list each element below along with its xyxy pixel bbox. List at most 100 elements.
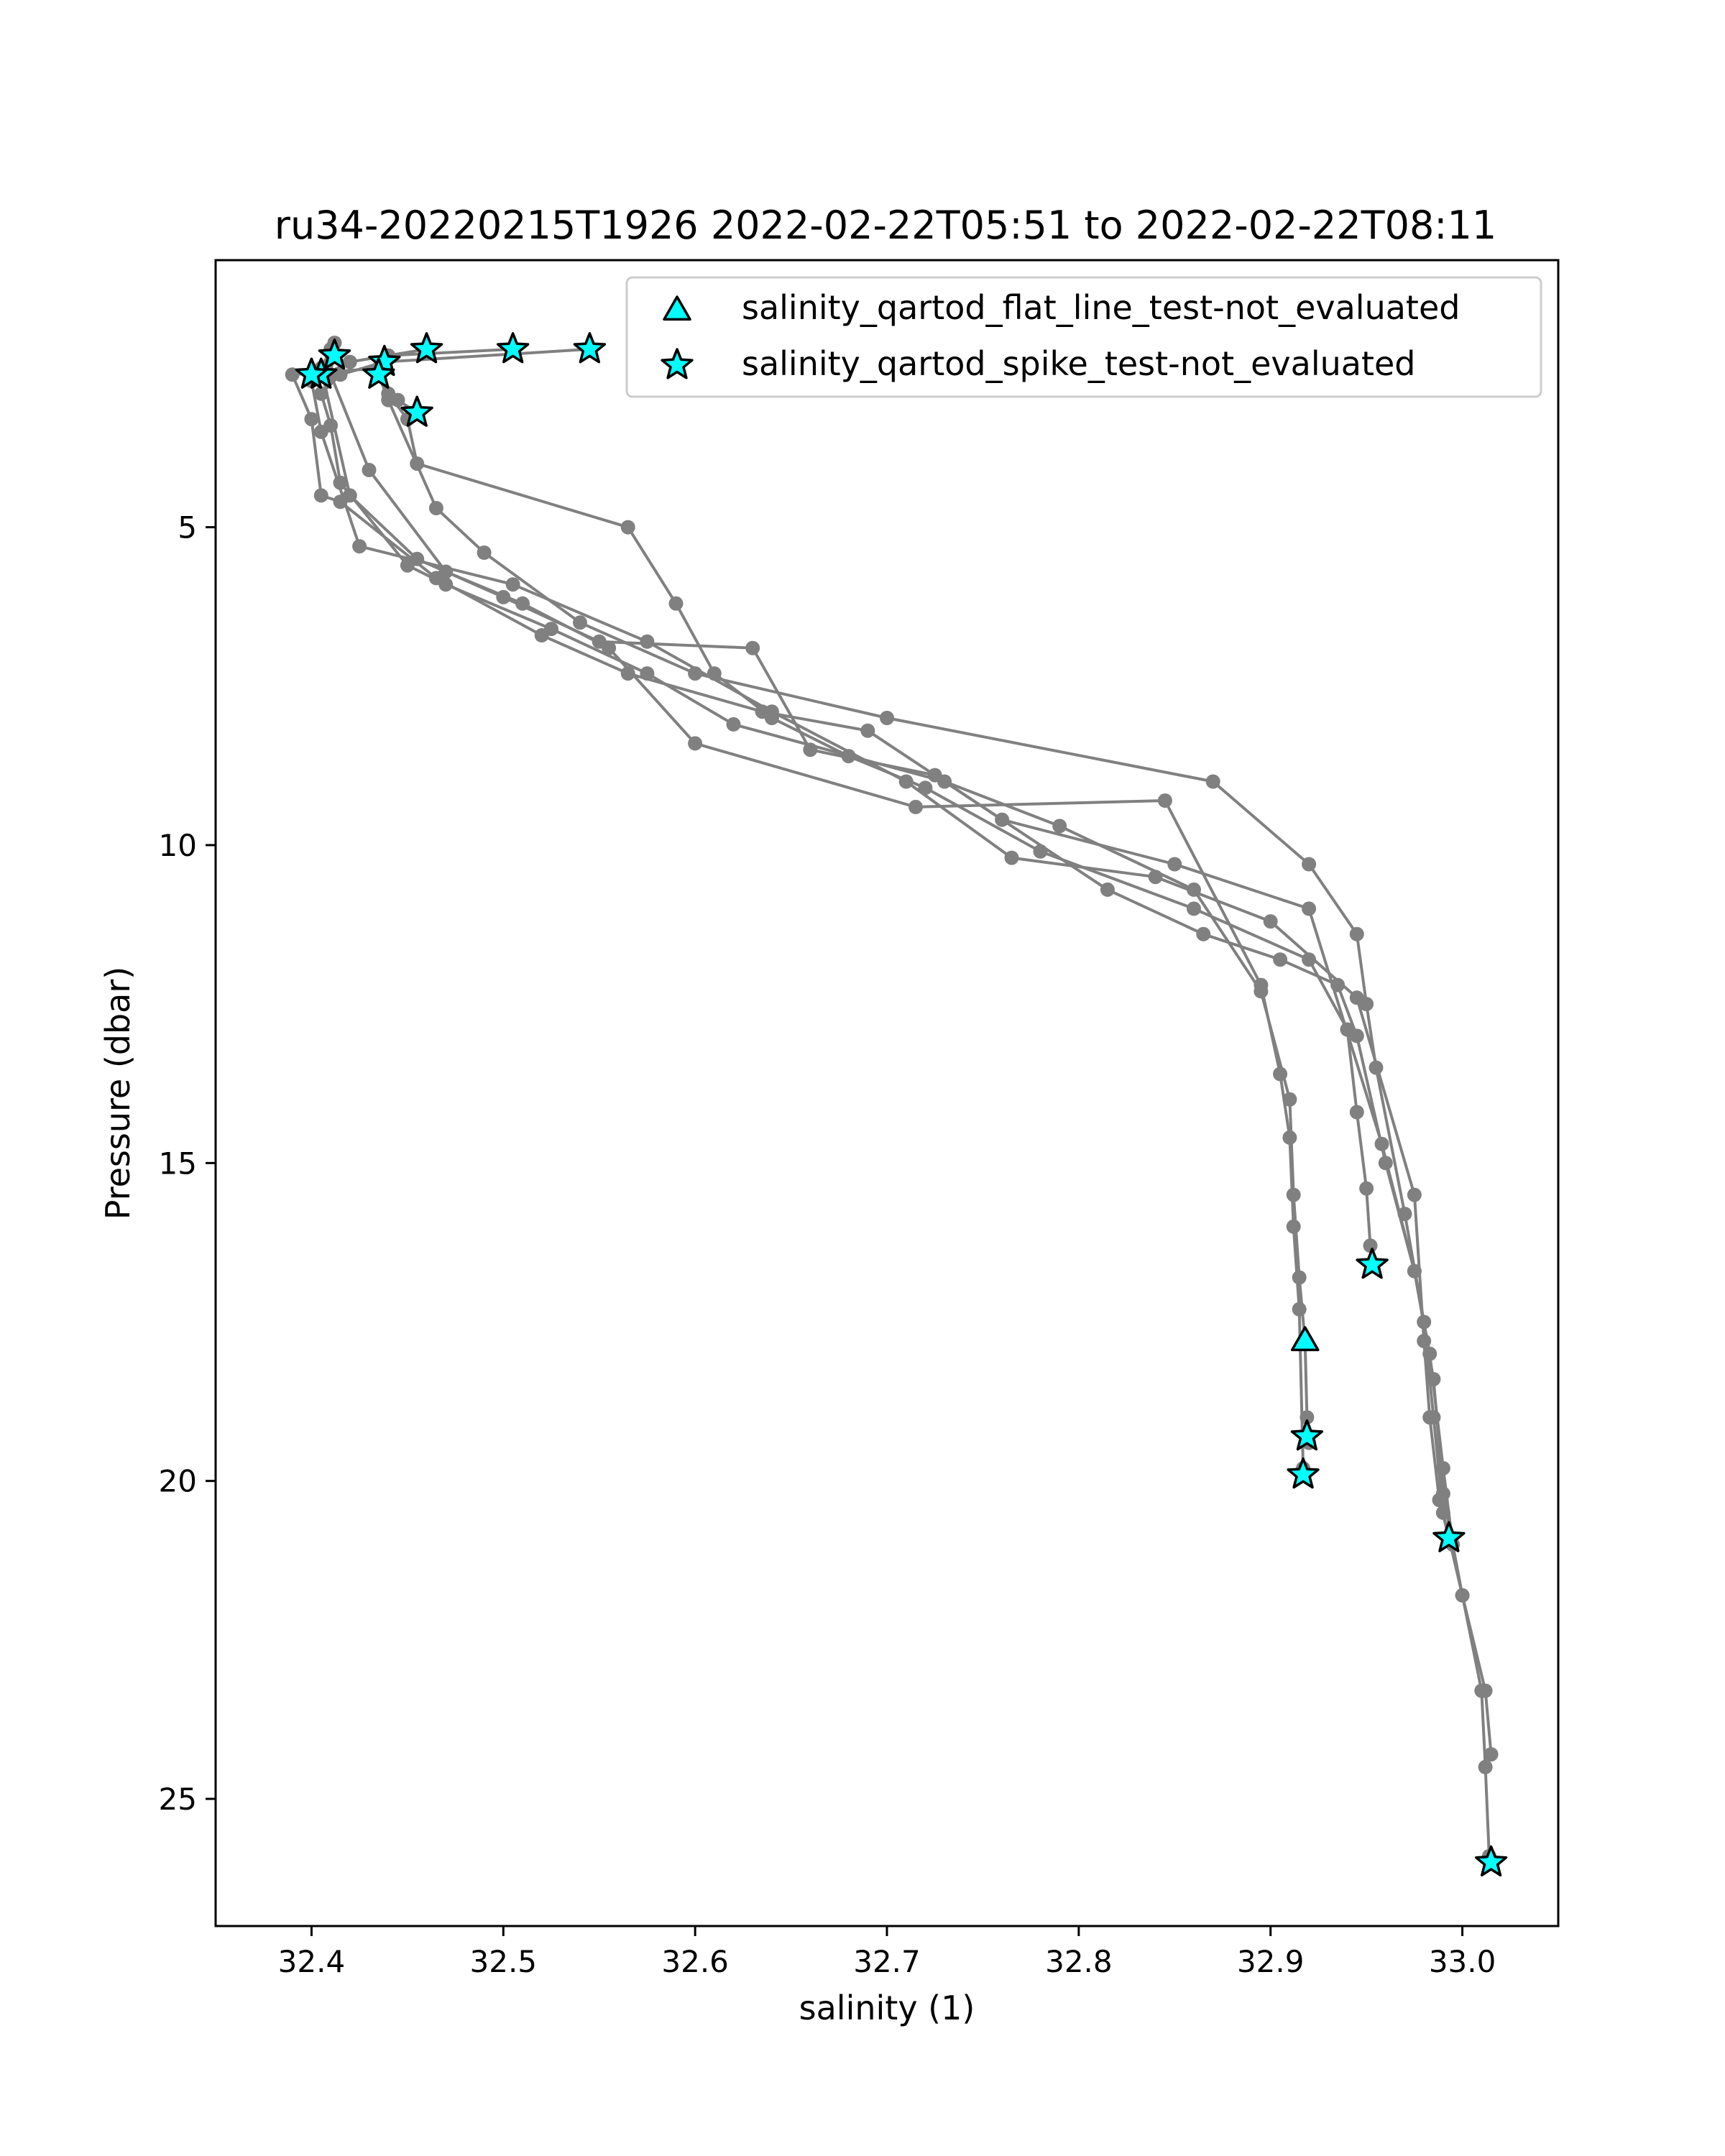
profile-point bbox=[1378, 1156, 1393, 1171]
profile-point bbox=[1273, 1067, 1288, 1082]
profile-point bbox=[438, 564, 454, 579]
x-axis-ticks: 32.4 32.5 32.6 32.7 32.8 32.9 33.0 bbox=[278, 1926, 1496, 1979]
profile-point bbox=[1455, 1588, 1470, 1603]
profile-point bbox=[1263, 914, 1278, 929]
profile-point bbox=[1407, 1187, 1422, 1202]
legend: salinity_qartod_flat_line_test-not_evalu… bbox=[625, 276, 1542, 398]
profile-point bbox=[908, 799, 923, 814]
y-tick-label: 5 bbox=[178, 510, 197, 545]
spike-test-marker bbox=[1474, 1845, 1508, 1877]
profile-point bbox=[640, 634, 655, 649]
profile-point bbox=[668, 596, 684, 611]
profile-point bbox=[304, 412, 319, 427]
y-axis-ticks: 5 10 15 20 25 bbox=[159, 510, 216, 1817]
profile-point bbox=[1004, 850, 1019, 865]
y-tick-label: 10 bbox=[159, 828, 197, 863]
profile-point bbox=[1359, 997, 1374, 1012]
flag-markers-layer bbox=[295, 332, 1508, 1877]
profile-point bbox=[1148, 870, 1163, 885]
profile-point bbox=[477, 545, 492, 560]
legend-entry-label: salinity_qartod_spike_test-not_evaluated bbox=[742, 344, 1415, 383]
profile-point bbox=[1292, 1270, 1307, 1285]
profile-point bbox=[1363, 1238, 1378, 1253]
x-axis-label: salinity (1) bbox=[799, 1989, 975, 2027]
profile-point bbox=[745, 640, 760, 655]
profile-point bbox=[342, 354, 357, 369]
profile-point bbox=[1368, 1060, 1384, 1075]
spike-test-marker bbox=[1432, 1521, 1466, 1552]
profile-point bbox=[1282, 1130, 1297, 1145]
legend-entry-label: salinity_qartod_flat_line_test-not_evalu… bbox=[742, 288, 1460, 327]
profile-point bbox=[880, 711, 894, 725]
y-tick-label: 20 bbox=[159, 1464, 197, 1499]
profile-point bbox=[313, 424, 328, 439]
profile-point bbox=[1100, 882, 1115, 897]
x-tick-label: 32.7 bbox=[853, 1944, 921, 1979]
profile-point bbox=[1349, 1028, 1364, 1044]
profile-point bbox=[860, 723, 875, 738]
x-tick-label: 32.6 bbox=[661, 1944, 729, 1979]
profile-point bbox=[1330, 977, 1346, 992]
x-tick-label: 32.5 bbox=[470, 1944, 538, 1979]
profile-point bbox=[803, 742, 818, 757]
profile-point bbox=[1435, 1461, 1450, 1475]
profile-point bbox=[1205, 774, 1220, 789]
spike-test-marker bbox=[295, 357, 328, 389]
profile-point bbox=[1196, 926, 1211, 941]
profile-point bbox=[1302, 857, 1317, 872]
profile-point bbox=[1273, 952, 1288, 967]
spike-test-marker bbox=[318, 338, 351, 370]
profile-point bbox=[1302, 901, 1317, 916]
profile-point bbox=[1484, 1747, 1499, 1762]
profile-point bbox=[1422, 1346, 1438, 1361]
profile-point bbox=[1359, 1181, 1374, 1196]
profile-point bbox=[602, 640, 617, 655]
profile-point bbox=[1407, 1263, 1422, 1279]
spike-test-marker bbox=[573, 332, 607, 364]
profile-point bbox=[534, 628, 549, 642]
spike-test-marker bbox=[410, 332, 443, 364]
spike-test-marker bbox=[1287, 1457, 1320, 1489]
profile-point bbox=[313, 488, 328, 503]
profiles-layer bbox=[285, 336, 1499, 1864]
profile-point bbox=[1254, 977, 1269, 992]
spike-test-marker bbox=[496, 332, 530, 364]
profile-point bbox=[410, 551, 425, 566]
profile-point bbox=[573, 615, 587, 630]
profile-point bbox=[515, 596, 530, 611]
profile-point bbox=[1478, 1759, 1493, 1774]
profile-point bbox=[688, 666, 703, 681]
profile-point bbox=[428, 501, 443, 515]
y-tick-label: 15 bbox=[159, 1146, 197, 1181]
y-tick-label: 25 bbox=[159, 1782, 197, 1817]
profile-point bbox=[505, 577, 520, 592]
profile-point bbox=[755, 704, 770, 719]
profile-point bbox=[726, 717, 741, 732]
profile-point bbox=[927, 768, 942, 783]
profile-point bbox=[688, 736, 703, 751]
profile-point bbox=[1157, 793, 1172, 808]
profile-point bbox=[1302, 952, 1317, 967]
profile-point bbox=[342, 488, 357, 503]
legend-star-icon bbox=[661, 348, 694, 379]
profile-point bbox=[352, 539, 367, 554]
profile-point bbox=[1052, 819, 1067, 834]
profile-point bbox=[1435, 1505, 1450, 1520]
flat-line-test-marker bbox=[1290, 1326, 1320, 1352]
legend-box bbox=[625, 276, 1542, 398]
chart-title: ru34-20220215T1926 2022-02-22T05:51 to 2… bbox=[275, 203, 1496, 248]
spike-test-marker bbox=[400, 395, 433, 427]
x-tick-label: 32.8 bbox=[1045, 1944, 1113, 1979]
x-tick-label: 32.4 bbox=[278, 1944, 346, 1979]
profile-point bbox=[362, 463, 377, 477]
profile-point bbox=[620, 666, 635, 681]
x-tick-label: 33.0 bbox=[1429, 1944, 1496, 1979]
profile-point bbox=[285, 367, 300, 382]
profile-point bbox=[1292, 1302, 1307, 1317]
profile-point bbox=[1167, 857, 1182, 872]
profile-point bbox=[898, 774, 914, 789]
profile-point bbox=[1282, 1092, 1297, 1107]
profile-point bbox=[1349, 926, 1364, 941]
profile-point bbox=[1478, 1683, 1493, 1698]
